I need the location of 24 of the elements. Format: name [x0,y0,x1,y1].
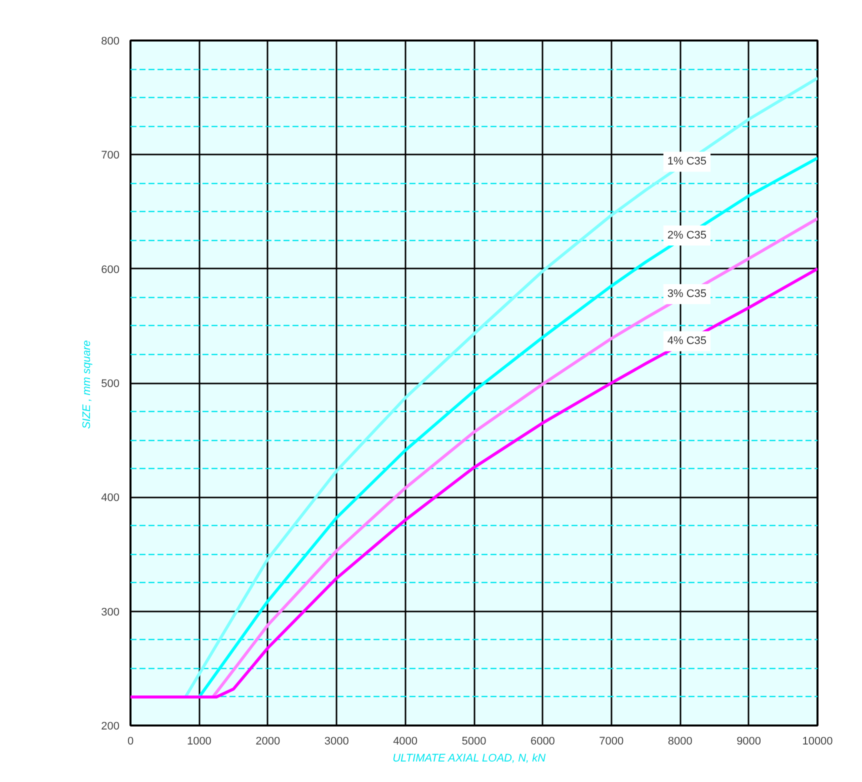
x-tick-label: 10000 [802,736,833,748]
y-tick-label: 300 [101,606,120,618]
annotation: 2% C35 [667,229,707,242]
x-tick-label: 5000 [462,736,486,748]
x-tick-label: 9000 [736,736,762,748]
y-tick-label: 600 [101,264,120,276]
x-tick-label: 8000 [668,736,692,748]
y-axis-title: SIZE , mm square [81,340,94,429]
annotation: 3% C35 [667,288,707,300]
x-tick-label: 1000 [186,736,212,748]
x-tick-label: 4000 [393,736,418,748]
y-tick-label: 400 [101,492,120,504]
annotation: 4% C35 [667,335,707,348]
x-tick-label: 2000 [256,736,280,748]
annotation: 1% C35 [667,156,707,168]
y-tick-label: 700 [101,150,120,162]
y-tick-label: 800 [101,36,120,48]
x-axis-title: ULTIMATE AXIAL LOAD, N, kN [392,752,546,764]
y-tick-label: 500 [101,378,120,390]
x-tick-label: 6000 [530,736,555,748]
x-tick-label: 7000 [599,736,624,748]
y-tick-label: 200 [101,720,120,732]
x-tick-label: 0 [127,736,134,748]
x-tick-label: 3000 [324,736,349,748]
